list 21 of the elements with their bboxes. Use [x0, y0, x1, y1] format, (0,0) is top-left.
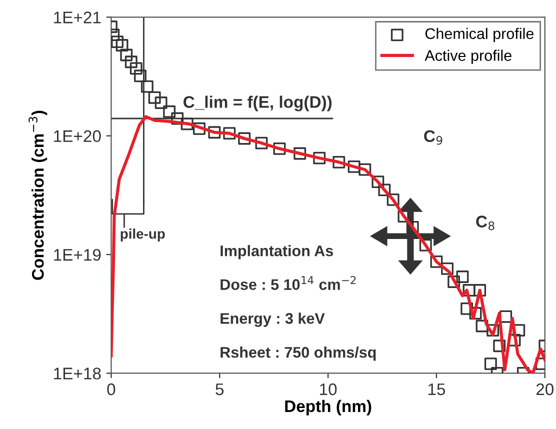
annotation: C$_{9}$: [424, 130, 442, 145]
annotation: Implantation As: [220, 245, 334, 260]
y-tick-label: 1E+18: [54, 368, 101, 380]
legend-label: Chemical profile: [425, 28, 534, 42]
y-tick-label: 1E+19: [54, 248, 101, 261]
legend-label: Active profile: [424, 50, 512, 64]
x-tick-label: 5: [216, 384, 224, 396]
y-tick-label: 1E+21: [54, 12, 101, 24]
x-tick-label: 0: [107, 383, 116, 396]
y-axis-title: Concentration (cm$^{−3}$): [28, 110, 48, 280]
annotation: Dose : 5 10$^{14}$ cm$^{−2}$: [220, 276, 356, 290]
x-tick-label: 20: [536, 383, 554, 396]
annotation: Energy : 3 keV: [220, 312, 325, 327]
annotation: C$_{8}$: [476, 216, 494, 230]
annotation: Rsheet : 750 ohms/sq: [220, 346, 376, 361]
y-tick-label: 1E+20: [54, 130, 101, 142]
ref-line-label: C_lim = f(E, log(D)): [184, 96, 332, 112]
x-tick-label: 15: [428, 384, 446, 396]
x-axis-title: Depth (nm): [285, 400, 372, 416]
annotation: pile-up: [120, 228, 165, 242]
x-tick-label: 10: [320, 383, 337, 396]
